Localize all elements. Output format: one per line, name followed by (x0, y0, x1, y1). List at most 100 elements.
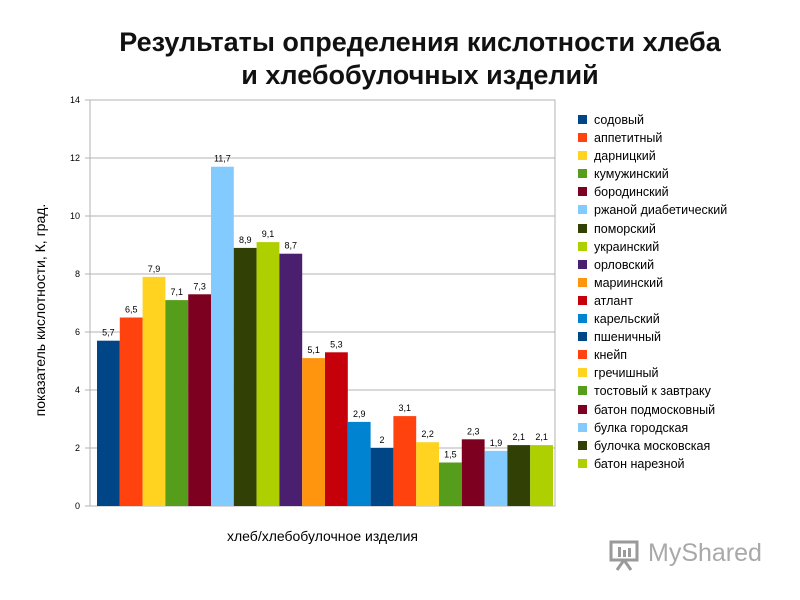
y-tick-label: 2 (75, 443, 80, 453)
data-label: 7,1 (171, 287, 184, 297)
chart-title-line-2: и хлебобулочных изделий (241, 60, 599, 90)
chart-title-line-1: Результаты определения кислотности хлеба (119, 27, 721, 57)
legend-label: пшеничный (594, 330, 662, 345)
legend-item: бородинский (578, 183, 778, 201)
bar (439, 462, 462, 506)
bar (484, 450, 508, 506)
legend-swatch (578, 115, 587, 124)
bar (211, 166, 234, 506)
legend-item: дарницкий (578, 147, 778, 165)
legend-label: содовый (594, 113, 644, 127)
legend-item: гречишный (578, 364, 778, 382)
legend-swatch (578, 151, 587, 161)
data-label: 2,1 (513, 432, 526, 442)
legend-swatch (578, 223, 587, 233)
legend-label: гречишный (594, 366, 659, 381)
legend-swatch (578, 458, 587, 468)
legend-item: пшеничный (578, 328, 778, 346)
data-label: 3,1 (399, 403, 412, 413)
data-label: 1,5 (444, 450, 457, 460)
bar (507, 445, 531, 506)
legend-item: содовый (578, 111, 778, 129)
legend-item: кумужинский (578, 165, 778, 183)
y-tick-label: 0 (75, 501, 80, 511)
legend-label: карельский (594, 312, 660, 327)
y-axis-label: показатель кислотности, К, град. (32, 203, 48, 417)
legend-label: украинский (594, 239, 660, 254)
y-tick-label: 14 (70, 95, 80, 105)
legend-item: кнейп (578, 346, 778, 364)
legend-swatch (578, 295, 587, 305)
legend-label: мариинский (594, 275, 664, 290)
bar (393, 416, 417, 506)
bar (256, 242, 280, 506)
data-label: 5,7 (102, 328, 115, 338)
watermark: MyShared (608, 535, 788, 575)
legend-label: дарницкий (594, 149, 656, 164)
data-label: 6,5 (125, 305, 138, 315)
legend-label: кнейп (594, 348, 628, 363)
data-label: 7,3 (193, 281, 206, 291)
bar (233, 247, 257, 506)
bar (119, 317, 143, 506)
legend-swatch (578, 259, 587, 269)
y-tick-label: 12 (70, 153, 80, 163)
legend-label: атлант (594, 293, 634, 308)
legend-swatch (578, 187, 587, 197)
legend-item: батон подмосковный (578, 401, 778, 419)
bar (416, 442, 439, 506)
legend-item: аппетитный (578, 129, 778, 147)
legend-swatch (578, 440, 587, 450)
legend-swatch (578, 404, 587, 414)
legend-label: ржаной диабетический (594, 203, 728, 218)
x-axis-label: хлеб/хлебобулочное изделия (227, 528, 418, 544)
legend-swatch (578, 133, 587, 143)
legend-label: кумужинский (594, 167, 669, 182)
data-label: 5,3 (330, 339, 343, 349)
legend-swatch (578, 386, 587, 396)
bar (461, 439, 485, 506)
data-label: 7,9 (148, 264, 161, 274)
legend-item: мариинский (578, 274, 778, 292)
legend-label: батон нарезной (594, 456, 685, 471)
chart-title: Результаты определения кислотности хлеба… (60, 26, 780, 92)
data-label: 11,7 (214, 154, 231, 164)
bar (97, 340, 120, 506)
legend-item: украинский (578, 238, 778, 256)
presentation-board-icon (609, 540, 639, 571)
legend-label: тостовый к завтраку (594, 384, 711, 399)
bar (370, 448, 394, 506)
data-label: 9,1 (262, 229, 275, 239)
data-label: 2,1 (535, 432, 548, 442)
legend-item: тостовый к завтраку (578, 382, 778, 400)
legend-label: батон подмосковный (594, 402, 716, 417)
bar (188, 294, 211, 506)
data-label: 8,9 (239, 235, 252, 245)
y-tick-label: 8 (75, 269, 80, 279)
data-label: 2,3 (467, 426, 480, 436)
legend-item: орловский (578, 256, 778, 274)
data-label: 2,9 (353, 409, 366, 419)
legend-label: поморский (594, 221, 656, 236)
bar (302, 358, 325, 506)
bar (325, 352, 348, 506)
legend-swatch (578, 277, 587, 287)
legend-swatch (578, 422, 587, 432)
legend-item: ржаной диабетический (578, 201, 778, 219)
data-label: 2,2 (421, 429, 434, 439)
legend-label: булка городская (594, 420, 689, 435)
watermark-text: MyShared (648, 539, 762, 567)
bar (530, 445, 553, 506)
legend-item: поморский (578, 220, 778, 238)
legend-label: орловский (594, 257, 655, 272)
data-label: 1,9 (490, 438, 503, 448)
data-label: 2 (379, 435, 384, 445)
legend-label: бородинский (594, 185, 669, 200)
data-label: 5,1 (307, 345, 320, 355)
legend-swatch (578, 314, 587, 324)
legend-item: булка городская (578, 419, 778, 437)
bar (347, 421, 371, 506)
legend-item: карельский (578, 310, 778, 328)
y-tick-label: 6 (75, 327, 80, 337)
